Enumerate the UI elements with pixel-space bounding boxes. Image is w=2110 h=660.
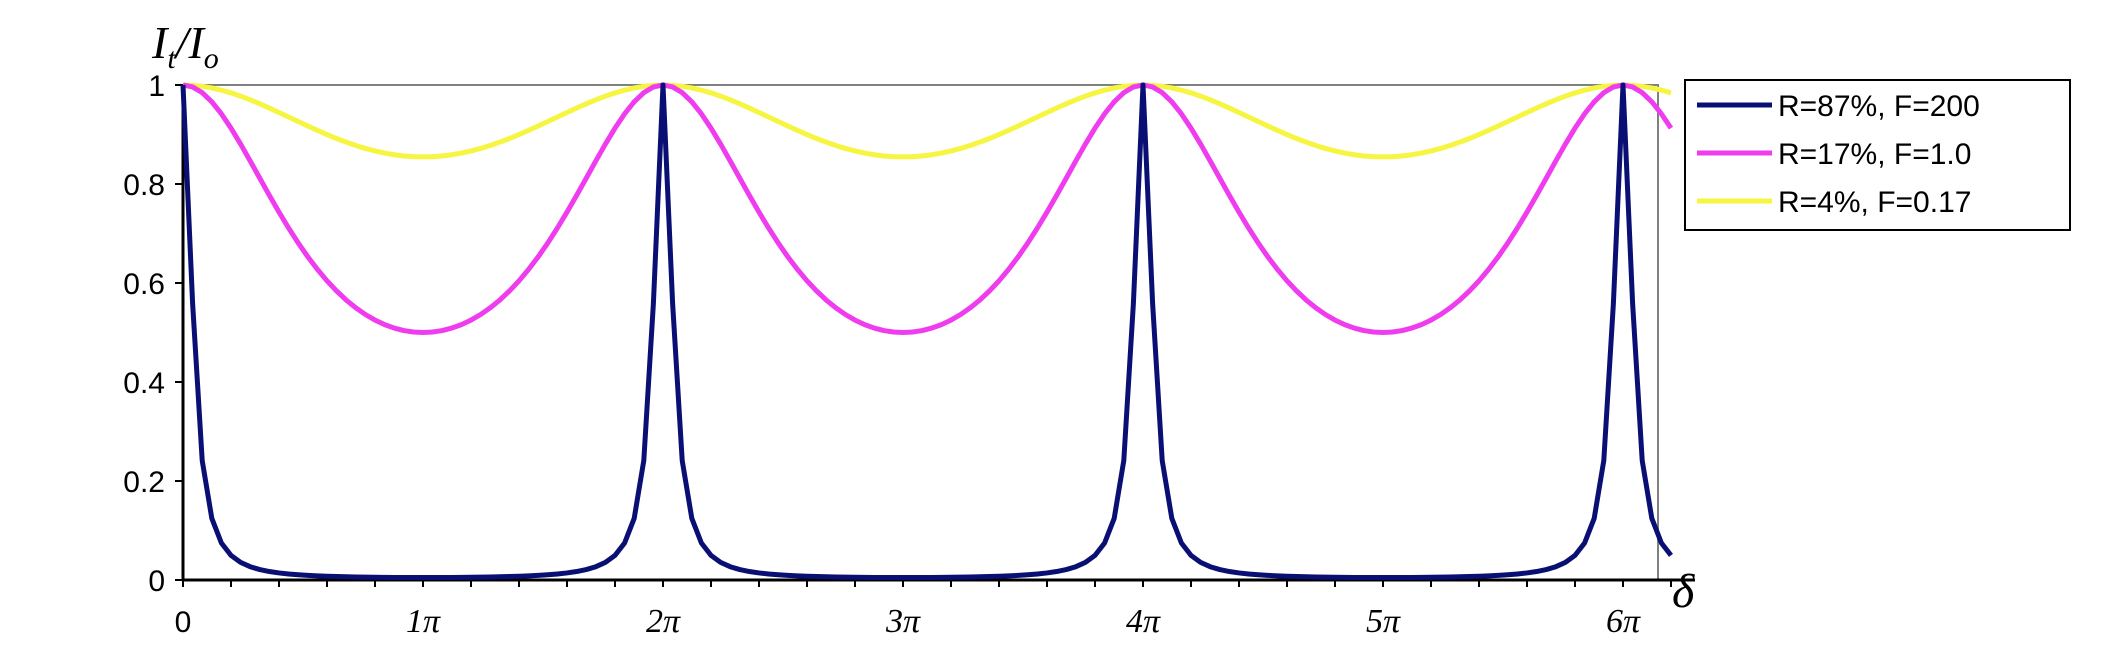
series-line [182,82,1674,335]
series-layer [180,82,1674,581]
x-tick-label: 2π [646,603,681,640]
x-tick-label: 6π [1606,603,1641,640]
legend: R=87%, F=200 R=17%, F=1.0 R=4%, F=0.17 [1684,79,2071,231]
x-tick-label: 1π [406,603,441,640]
y-tick-label: 0.8 [123,169,165,202]
y-tick-label: 0.4 [123,367,165,400]
x-axis-title: δ [1672,565,1695,618]
legend-label: R=17%, F=1.0 [1778,138,1971,171]
y-tick-label: 1 [148,70,165,103]
y-axis: 0 0.2 0.4 0.6 0.8 1 [123,70,185,598]
legend-label: R=87%, F=200 [1778,90,1980,123]
x-tick-label: 4π [1126,603,1161,640]
y-tick-label: 0 [148,565,165,598]
x-tick-label: 3π [885,603,921,640]
y-tick-label: 0.2 [123,466,165,499]
y-tick-label: 0.6 [123,268,165,301]
x-axis: 0 1π 2π 3π 4π 5π 6π [175,578,1695,640]
series-line [182,82,1672,160]
x-tick-label: 0 [175,606,192,639]
series-line [180,82,1673,581]
legend-label: R=4%, F=0.17 [1778,186,1971,219]
y-axis-title: It/Io [151,17,219,75]
x-tick-label: 5π [1366,603,1401,640]
